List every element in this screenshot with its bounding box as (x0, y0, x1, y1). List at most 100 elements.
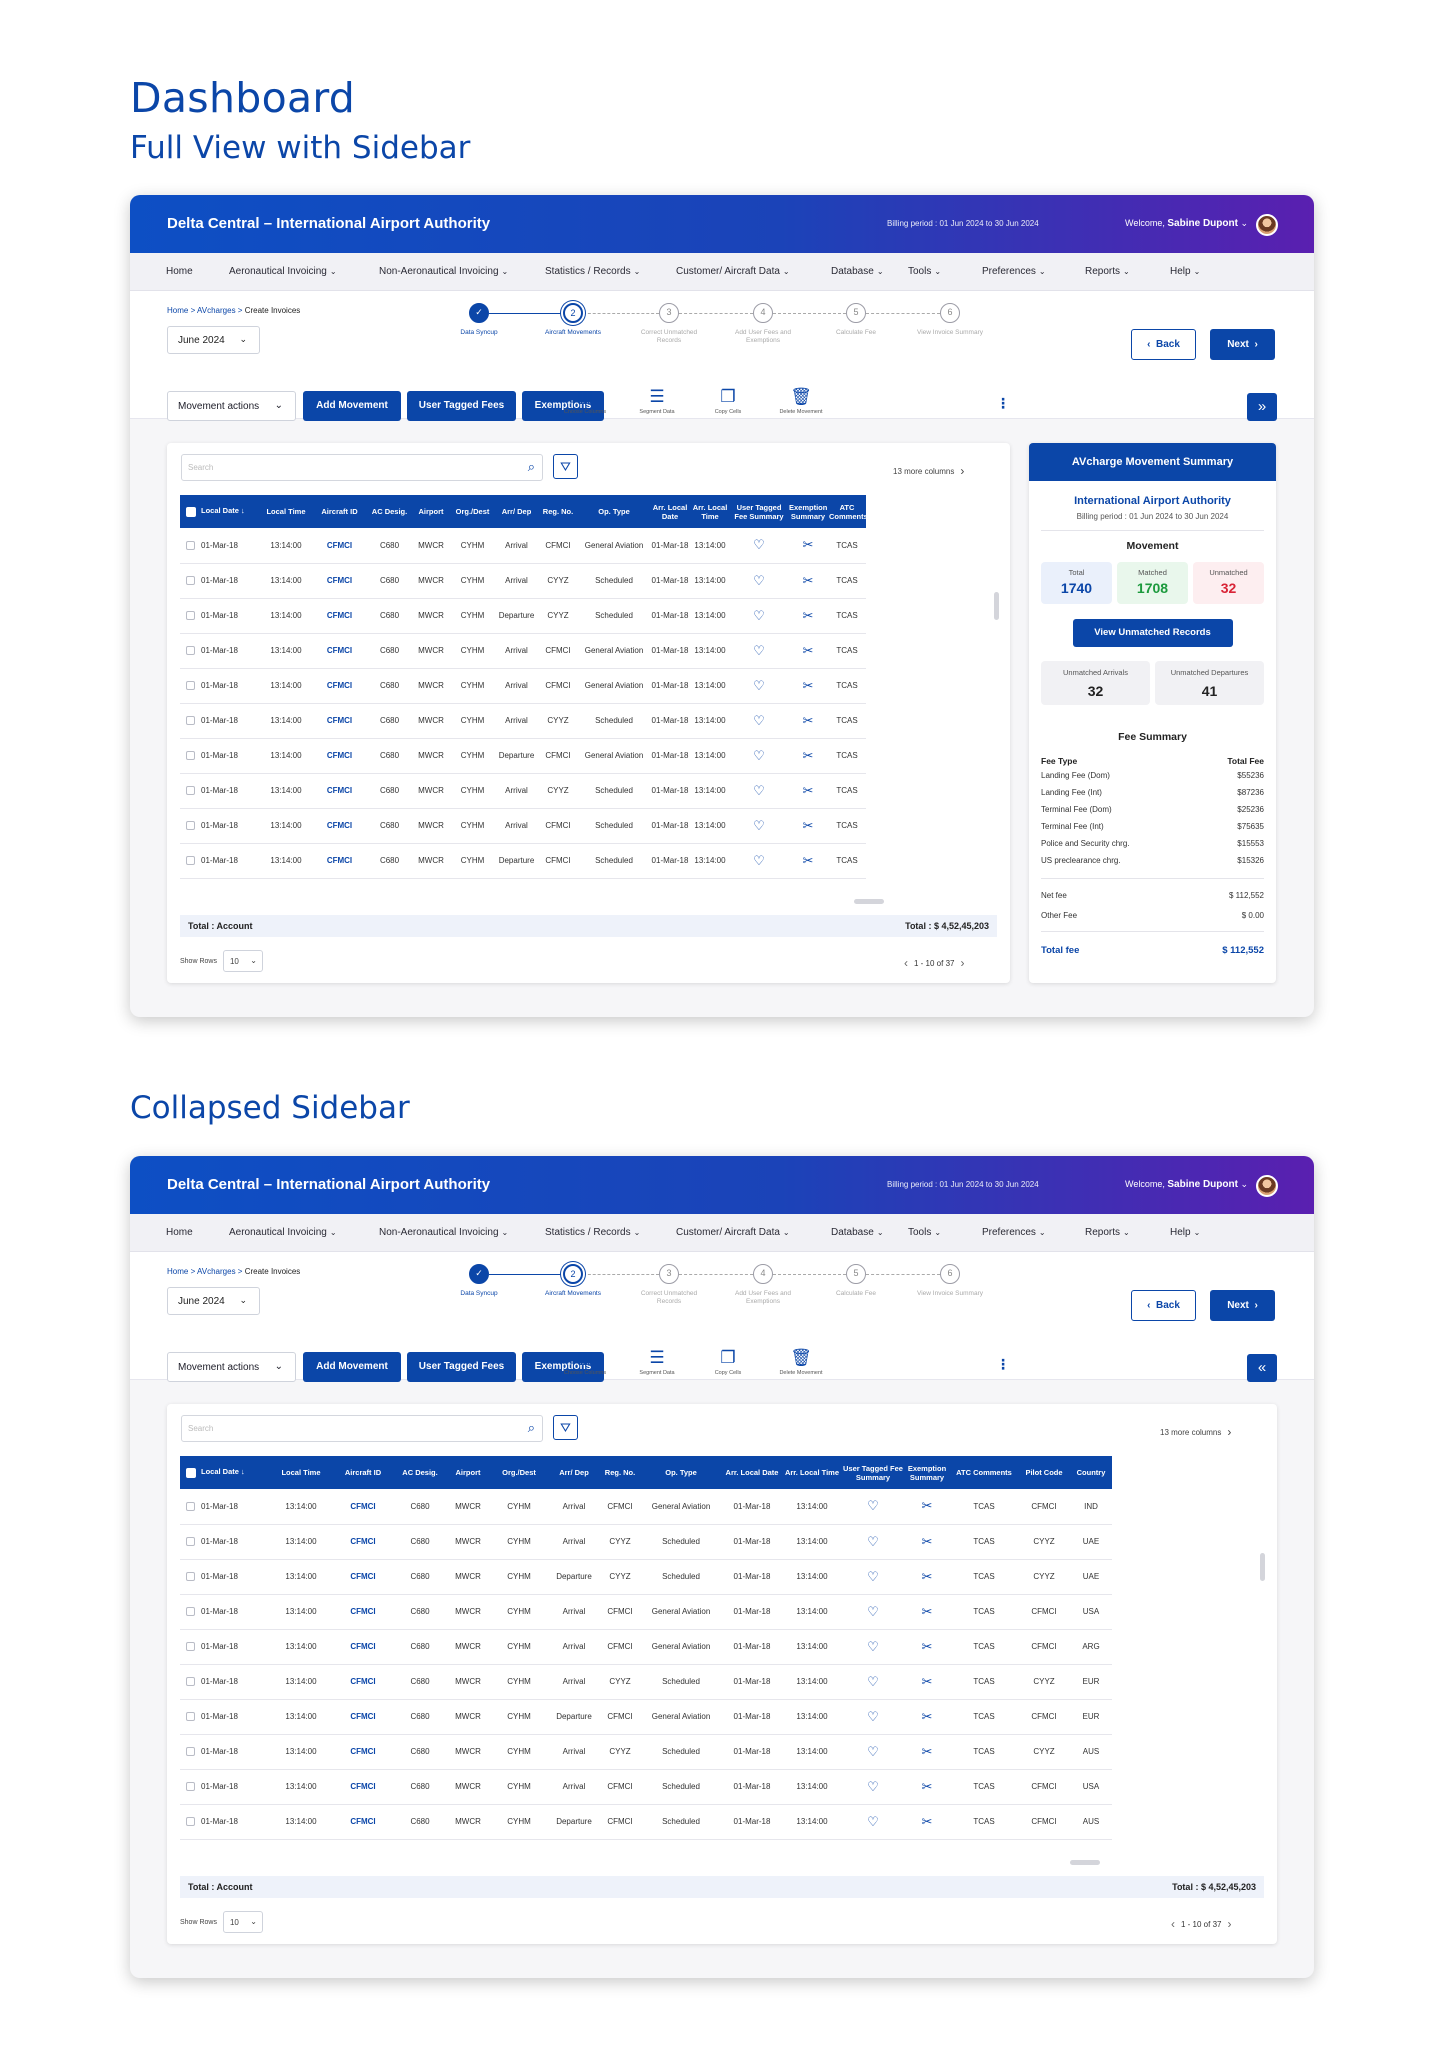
tag-heart-icon[interactable]: ♡ (753, 642, 765, 658)
back-button[interactable]: ‹ Back (1131, 1290, 1196, 1321)
tag-fee-cell[interactable]: ♡ (730, 528, 788, 564)
row-checkbox[interactable] (186, 681, 195, 691)
nav-item-7[interactable]: Preferences ⌄ (982, 1227, 1046, 1238)
select-all-checkbox[interactable] (186, 506, 196, 517)
tag-fee-cell[interactable]: ♡ (730, 773, 788, 809)
exemption-cell[interactable]: ✂ (788, 633, 828, 669)
col-header[interactable]: Aircraft ID (332, 1456, 394, 1489)
more-options-icon[interactable]: ⋮ (996, 395, 1010, 411)
tag-heart-icon[interactable]: ♡ (867, 1673, 879, 1689)
exemption-scissors-icon[interactable]: ✂ (921, 1778, 933, 1794)
filter-button[interactable]: ⛛ (553, 454, 578, 479)
add-movement-button[interactable]: Add Movement (303, 391, 401, 421)
nav-item-1[interactable]: Aeronautical Invoicing ⌄ (229, 1227, 337, 1238)
tag-fee-cell[interactable]: ♡ (842, 1524, 904, 1560)
exemption-scissors-icon[interactable]: ✂ (921, 1533, 933, 1549)
col-header[interactable]: AC Desig. (367, 495, 412, 528)
next-page-icon[interactable]: › (960, 956, 965, 970)
tool-0[interactable]: ▥ Choose Columns (555, 387, 615, 415)
row-checkbox[interactable] (186, 1747, 195, 1757)
exemption-scissors-icon[interactable]: ✂ (921, 1638, 933, 1654)
cell-aircraft[interactable]: CFMCI (312, 528, 367, 564)
exemption-scissors-icon[interactable]: ✂ (802, 712, 814, 728)
exemption-cell[interactable]: ✂ (904, 1524, 950, 1560)
more-options-icon[interactable]: ⋮ (996, 1356, 1010, 1372)
filter-button[interactable]: ⛛ (553, 1415, 578, 1440)
col-header[interactable]: Op. Type (578, 495, 650, 528)
breadcrumb-avcharges[interactable]: AVcharges (197, 1267, 236, 1276)
cell-aircraft[interactable]: CFMCI (332, 1489, 394, 1525)
table-row[interactable]: 01-Mar-18 13:14:00 CFMCI C680 MWCR CYHM Arriva… (180, 1489, 1112, 1525)
col-header[interactable]: Arr. Local Time (782, 1456, 842, 1489)
row-checkbox[interactable] (186, 716, 195, 726)
breadcrumb-avcharges[interactable]: AVcharges (197, 306, 236, 315)
col-header[interactable]: Arr. Local Date (722, 1456, 782, 1489)
row-checkbox[interactable] (186, 1677, 195, 1687)
tool-1[interactable]: ☰ Segment Data (627, 387, 687, 415)
exemption-cell[interactable]: ✂ (788, 563, 828, 599)
back-button[interactable]: ‹ Back (1131, 329, 1196, 360)
tag-heart-icon[interactable]: ♡ (867, 1603, 879, 1619)
tag-fee-cell[interactable]: ♡ (842, 1664, 904, 1700)
exemption-scissors-icon[interactable]: ✂ (921, 1743, 933, 1759)
row-checkbox[interactable] (186, 1537, 195, 1547)
movement-actions-dropdown[interactable]: Movement actions ⌄ (167, 391, 296, 421)
exemption-cell[interactable]: ✂ (788, 598, 828, 634)
view-unmatched-button[interactable]: View Unmatched Records (1072, 619, 1233, 647)
col-header[interactable]: Arr/ Dep (495, 495, 538, 528)
col-header[interactable]: Aircraft ID (312, 495, 367, 528)
avatar[interactable] (1256, 214, 1278, 236)
col-header[interactable]: Arr. Local Time (690, 495, 730, 528)
step-4[interactable]: 4 Add User Fees and Exemptions (723, 1264, 803, 1306)
exemption-cell[interactable]: ✂ (788, 668, 828, 704)
step-3[interactable]: 3 Correct Unmatched Records (629, 303, 709, 345)
tag-fee-cell[interactable]: ♡ (842, 1769, 904, 1805)
table-row[interactable]: 01-Mar-18 13:14:00 CFMCI C680 MWCR CYHM Arriva… (180, 1629, 1112, 1665)
nav-item-4[interactable]: Customer/ Aircraft Data ⌄ (676, 266, 790, 277)
tag-fee-cell[interactable]: ♡ (730, 738, 788, 774)
cell-aircraft[interactable]: CFMCI (312, 703, 367, 739)
exemption-scissors-icon[interactable]: ✂ (921, 1498, 933, 1514)
col-header[interactable]: ATC Comments (828, 495, 868, 528)
add-movement-button[interactable]: Add Movement (303, 1352, 401, 1382)
table-row[interactable]: 01-Mar-18 13:14:00 CFMCI C680 MWCR CYHM Depart… (180, 1699, 1112, 1735)
exemption-scissors-icon[interactable]: ✂ (921, 1708, 933, 1724)
tag-heart-icon[interactable]: ♡ (753, 607, 765, 623)
row-checkbox[interactable] (186, 1712, 195, 1722)
exemption-scissors-icon[interactable]: ✂ (921, 1673, 933, 1689)
table-row[interactable]: 01-Mar-18 13:14:00 CFMCI C680 MWCR CYHM Arriva… (180, 773, 866, 809)
more-columns-link[interactable]: 13 more columns › (893, 464, 965, 478)
tag-fee-cell[interactable]: ♡ (842, 1734, 904, 1770)
tool-0[interactable]: ▥ Choose Columns (555, 1348, 615, 1376)
tag-heart-icon[interactable]: ♡ (867, 1743, 879, 1759)
tag-heart-icon[interactable]: ♡ (867, 1533, 879, 1549)
table-row[interactable]: 01-Mar-18 13:14:00 CFMCI C680 MWCR CYHM Arriva… (180, 1594, 1112, 1630)
exemption-cell[interactable]: ✂ (788, 738, 828, 774)
tag-heart-icon[interactable]: ♡ (753, 852, 765, 868)
exemption-cell[interactable]: ✂ (904, 1699, 950, 1735)
nav-item-6[interactable]: Tools ⌄ (908, 1227, 942, 1238)
col-header[interactable]: ATC Comments (950, 1456, 1018, 1489)
col-header[interactable]: Airport (446, 1456, 490, 1489)
show-rows-select[interactable]: 10 ⌄ (222, 1911, 263, 1933)
tag-heart-icon[interactable]: ♡ (753, 782, 765, 798)
tag-heart-icon[interactable]: ♡ (753, 572, 765, 588)
expand-sidebar-button[interactable]: « (1247, 1354, 1277, 1382)
exemption-cell[interactable]: ✂ (904, 1734, 950, 1770)
breadcrumb-home[interactable]: Home (167, 1267, 189, 1276)
avatar[interactable] (1256, 1175, 1278, 1197)
col-header[interactable]: Org./Dest (490, 1456, 548, 1489)
step-4[interactable]: 4 Add User Fees and Exemptions (723, 303, 803, 345)
col-header[interactable]: Airport (412, 495, 450, 528)
cell-aircraft[interactable]: CFMCI (312, 668, 367, 704)
tag-heart-icon[interactable]: ♡ (753, 747, 765, 763)
tag-heart-icon[interactable]: ♡ (867, 1708, 879, 1724)
breadcrumb-home[interactable]: Home (167, 306, 189, 315)
row-checkbox[interactable] (186, 540, 195, 550)
col-header[interactable]: Op. Type (640, 1456, 722, 1489)
nav-item-8[interactable]: Reports ⌄ (1085, 1227, 1130, 1238)
nav-item-3[interactable]: Statistics / Records ⌄ (545, 1227, 641, 1238)
col-header[interactable]: Local Time (270, 1456, 332, 1489)
search-input[interactable]: Search ⌕ (181, 454, 543, 481)
table-row[interactable]: 01-Mar-18 13:14:00 CFMCI C680 MWCR CYHM Arriva… (180, 1524, 1112, 1560)
